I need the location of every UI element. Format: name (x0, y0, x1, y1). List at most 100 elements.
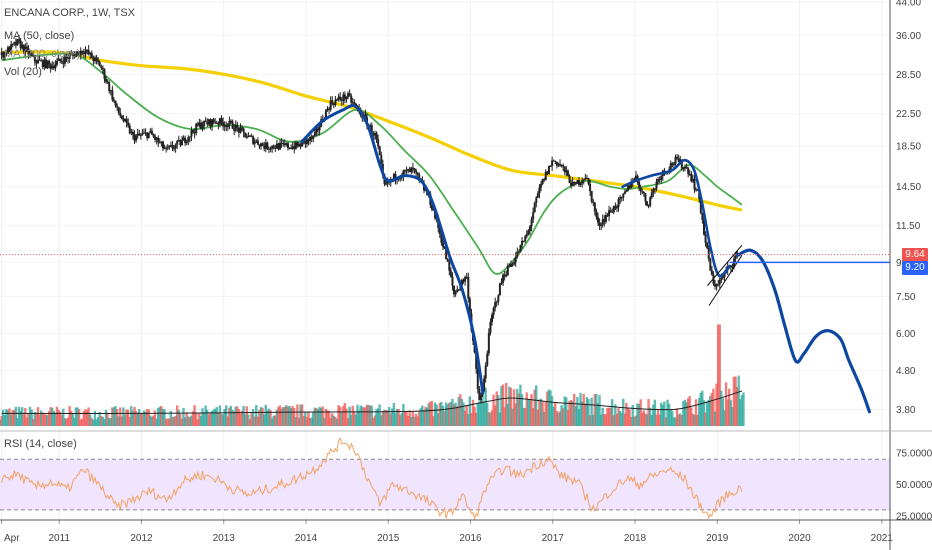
candle-body (2, 52, 5, 58)
volume-bar (642, 410, 646, 426)
volume-bar (338, 406, 342, 426)
volume-bar (138, 409, 141, 426)
volume-bar (460, 398, 464, 426)
candle-body (573, 181, 576, 183)
volume-bar (155, 418, 158, 426)
candle-body (685, 166, 688, 169)
volume-bar (123, 414, 127, 426)
volume-bar (145, 409, 149, 426)
volume-bar (631, 405, 634, 426)
candle-body (38, 59, 41, 61)
candle-body (14, 42, 17, 46)
rsi-line (1, 437, 743, 521)
volume-bar (438, 402, 441, 426)
volume-bar (607, 407, 611, 426)
candle-body (671, 163, 674, 165)
rsi-legend[interactable]: RSI (14, close) (4, 438, 77, 450)
price-series (0, 35, 739, 404)
candle-body (157, 137, 160, 143)
candle-body (517, 251, 520, 253)
candle-body (307, 139, 310, 141)
rsi-axis-tick-label: 75.0000 (896, 448, 932, 459)
candle-body (277, 143, 280, 150)
volume-bar (11, 410, 14, 426)
volume-bar (373, 415, 377, 426)
volume-bar (289, 407, 293, 426)
candle-body (595, 211, 598, 218)
volume-bar (501, 384, 505, 426)
volume-bar (79, 419, 82, 426)
volume-bar (715, 383, 718, 426)
candle-body (6, 47, 9, 54)
volume-bar (467, 414, 470, 426)
candle-body (92, 58, 95, 62)
candle-body (163, 148, 166, 150)
candle-body (370, 125, 373, 134)
wedge-lower-line (708, 255, 743, 306)
user-drawings[interactable] (0, 104, 890, 414)
candle-body (462, 279, 465, 282)
volume-bar (580, 401, 584, 426)
volume-bar (557, 412, 560, 426)
volume-bar (131, 410, 135, 426)
candle-body (672, 164, 675, 166)
volume-bar (95, 419, 98, 426)
candle-body (540, 183, 543, 188)
candle-body (93, 57, 96, 62)
volume-bar (549, 390, 552, 426)
volume-bar (264, 404, 267, 426)
volume-bar (41, 412, 44, 426)
volume-bar (77, 409, 81, 426)
volume-bar (250, 413, 253, 426)
candle-body (641, 191, 644, 193)
candle-body (676, 156, 679, 159)
symbol-title[interactable]: ENCANA CORP., 1W, TSX (4, 7, 136, 19)
volume-bar (240, 410, 244, 426)
volume-legend[interactable]: Vol (20) (4, 66, 42, 78)
volume-bar (448, 402, 451, 426)
volume-bar (349, 414, 353, 426)
volume-bar (174, 416, 177, 426)
candle-body (35, 61, 38, 64)
volume-bar (96, 417, 100, 426)
candle-body (109, 90, 112, 92)
volume-bar (511, 408, 514, 426)
volume-bar (661, 404, 664, 426)
volume-bar (707, 399, 710, 426)
candle-body (155, 137, 158, 140)
candle-body (587, 177, 590, 184)
volume-bar (465, 404, 468, 426)
candle-body (627, 185, 630, 191)
candle-body (407, 168, 410, 171)
volume-bar (446, 404, 449, 426)
volume-bar (432, 416, 435, 426)
volume-bar (147, 409, 150, 426)
volume-bar (427, 403, 430, 426)
wedge-upper-line (707, 244, 743, 286)
candle-body (524, 236, 527, 242)
candle-body (530, 219, 533, 227)
volume-bar (716, 324, 720, 426)
volume-bar (88, 414, 92, 426)
ma200-legend[interactable]: MA (200, close) (4, 48, 81, 60)
candle-body (111, 90, 114, 100)
volume-bar (262, 414, 266, 426)
volume-bar (508, 386, 511, 426)
candle-body (576, 180, 579, 184)
ma50-legend[interactable]: MA (50, close) (4, 30, 75, 42)
candle-body (8, 47, 11, 52)
x-axis-tick-label: 2011 (48, 533, 70, 544)
volume-bar (321, 406, 324, 426)
candle-body (294, 142, 297, 149)
candle-body (84, 50, 87, 54)
volume-bar (128, 416, 131, 426)
candle-body (198, 122, 201, 126)
horizontal-line-price-tag: 9.20 (902, 261, 928, 276)
volume-bar (682, 401, 685, 426)
volume-bar (718, 324, 721, 426)
candle-body (89, 52, 92, 55)
volume-bar (506, 403, 509, 426)
volume-bar (723, 410, 726, 426)
